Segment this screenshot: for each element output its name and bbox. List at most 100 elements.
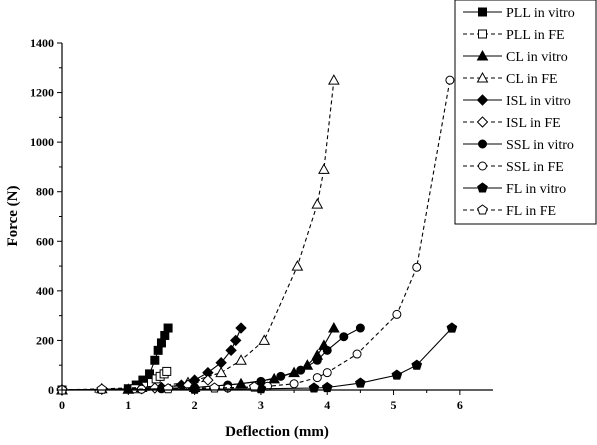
- legend-item-ssl-in-fe: SSL in FE: [463, 160, 564, 175]
- y-tick-label: 600: [36, 234, 54, 248]
- y-tick-label: 800: [36, 185, 54, 199]
- series-cl-in-fe: [56, 74, 340, 395]
- legend-item-fl-in-fe: FL in FE: [463, 204, 556, 219]
- legend-item-isl-in-vitro: ISL in vitro: [463, 94, 571, 109]
- data-point: [328, 74, 340, 85]
- legend-marker: [476, 94, 489, 106]
- data-point: [446, 322, 458, 333]
- legend-label: SSL in FE: [506, 160, 564, 175]
- x-tick-label: 2: [192, 398, 198, 412]
- data-point: [202, 374, 214, 386]
- series-ssl-in-fe: [57, 75, 455, 395]
- x-tick-label: 1: [125, 398, 131, 412]
- legend-item-isl-in-fe: ISL in FE: [463, 116, 561, 131]
- axes: [61, 43, 493, 391]
- data-point: [145, 369, 155, 379]
- x-ticks: 0 1 2 3 4 5 6: [59, 390, 463, 412]
- legend-item-cl-in-vitro: CL in vitro: [463, 49, 568, 65]
- data-point: [391, 369, 403, 380]
- y-tick-label: 1400: [30, 36, 54, 50]
- data-point: [355, 323, 365, 333]
- data-point: [412, 262, 422, 272]
- data-point: [352, 349, 362, 359]
- data-point: [308, 382, 320, 393]
- legend-label: CL in FE: [506, 72, 558, 87]
- legend-marker: [478, 29, 487, 39]
- y-tick-label: 400: [36, 284, 54, 298]
- legend: PLL in vitro PLL in FE CL in vitro CL in FE…: [454, 0, 597, 225]
- data-point: [160, 330, 170, 340]
- legend-label: FL in vitro: [506, 182, 566, 197]
- data-point: [258, 334, 271, 345]
- data-point: [276, 371, 286, 381]
- legend-label: CL in vitro: [506, 50, 568, 65]
- data-point: [209, 382, 220, 393]
- legend-marker: [478, 161, 487, 171]
- series-ssl-in-vitro: [57, 323, 365, 395]
- x-tick-label: 6: [457, 398, 463, 412]
- legend-label: ISL in vitro: [506, 94, 571, 109]
- legend-marker: [476, 49, 489, 61]
- data-point: [248, 381, 260, 392]
- data-point: [289, 379, 299, 389]
- x-tick-label: 3: [258, 398, 264, 412]
- data-point: [411, 359, 423, 370]
- data-point: [215, 357, 227, 369]
- data-point: [291, 260, 304, 271]
- data-point: [96, 383, 108, 394]
- y-ticks: 0 200 400 600 800 1000 1200 1400: [30, 36, 62, 397]
- legend-item-pll-in-vitro: PLL in vitro: [463, 6, 575, 21]
- data-point: [312, 355, 322, 365]
- data-point: [392, 309, 402, 319]
- x-tick-label: 0: [59, 398, 65, 412]
- data-point: [322, 345, 332, 355]
- legend-item-fl-in-vitro: FL in vitro: [463, 182, 566, 197]
- series-line: [61, 80, 335, 391]
- data-point: [445, 75, 455, 85]
- data-point: [311, 198, 324, 209]
- data-point: [163, 323, 173, 333]
- data-point: [225, 344, 237, 357]
- series-fl-in-fe: [56, 381, 260, 395]
- y-axis-title: Force (N): [5, 186, 21, 247]
- data-point: [318, 163, 330, 174]
- legend-label: SSL in vitro: [506, 138, 574, 153]
- data-point: [322, 368, 332, 378]
- legend-label: PLL in FE: [506, 28, 565, 43]
- y-tick-label: 200: [36, 333, 54, 347]
- y-tick-label: 1000: [30, 135, 54, 149]
- x-tick-label: 4: [324, 398, 330, 412]
- data-point: [215, 366, 227, 378]
- data-point: [235, 354, 247, 365]
- data-point: [328, 322, 340, 333]
- data-point: [153, 345, 163, 355]
- data-point: [230, 334, 242, 347]
- legend-label: ISL in FE: [506, 116, 561, 131]
- legend-item-cl-in-fe: CL in FE: [463, 71, 558, 87]
- legend-marker: [476, 116, 489, 128]
- x-tick-label: 5: [391, 398, 397, 412]
- x-axis-title: Deflection (mm): [225, 424, 329, 440]
- y-tick-label: 0: [48, 383, 54, 397]
- data-point: [296, 365, 306, 375]
- legend-label: PLL in vitro: [506, 6, 575, 21]
- data-point: [339, 332, 349, 342]
- series-line: [61, 80, 451, 391]
- legend-marker: [477, 204, 488, 215]
- legend-item-ssl-in-vitro: SSL in vitro: [463, 138, 574, 153]
- legend-marker: [478, 139, 487, 149]
- legend-marker: [477, 182, 488, 193]
- data-point: [312, 373, 322, 383]
- data-point: [355, 377, 366, 388]
- data-point: [162, 383, 174, 394]
- plot-area: [56, 74, 458, 396]
- legend-marker: [478, 7, 487, 17]
- legend-marker: [476, 71, 489, 83]
- data-point: [156, 338, 166, 348]
- data-point: [150, 355, 160, 365]
- data-point: [235, 322, 247, 334]
- legend-item-pll-in-fe: PLL in FE: [463, 28, 565, 43]
- y-tick-label: 1200: [30, 86, 54, 100]
- legend-label: FL in FE: [506, 204, 556, 219]
